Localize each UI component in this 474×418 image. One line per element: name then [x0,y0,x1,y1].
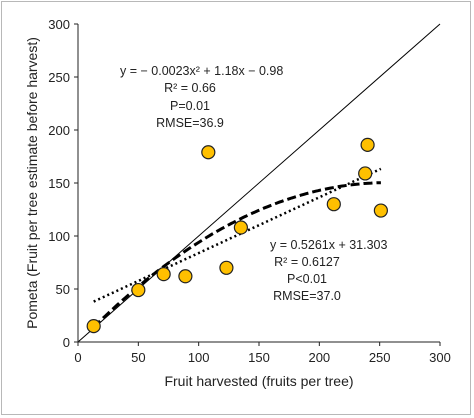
x-tick-label: 50 [131,350,145,365]
data-point [360,137,375,152]
y-tick-label: 50 [56,282,70,297]
linear-p-value: P<0.01 [287,272,327,286]
data-point [233,220,248,235]
linear-rmse: RMSE=37.0 [273,289,341,303]
x-tick-label: 100 [188,350,210,365]
data-point [156,267,171,282]
y-tick-label: 0 [63,335,70,350]
quadratic-trendline [92,181,381,329]
quadratic-equation: y = − 0.0023x² + 1.18x − 0.98 [120,64,283,78]
x-tick-label: 0 [74,350,81,365]
data-point [131,282,146,298]
quadratic-r2: R² = 0.66 [164,81,216,95]
x-tick-label: 300 [429,350,451,365]
y-tick-label: 300 [48,17,70,32]
data-point [86,319,101,334]
x-axis-title: Fruit harvested (fruits per tree) [164,373,353,389]
x-tick-label: 200 [308,350,330,365]
x-tick-label: 250 [369,350,391,365]
linear-trendline [93,167,382,303]
data-point [201,145,216,160]
quadratic-p-value: P=0.01 [170,99,210,113]
linear-r2: R² = 0.6127 [274,255,340,269]
linear-fit-annotation: y = 0.5261x + 31.303 R² = 0.6127 P<0.01 … [270,238,388,303]
y-axis-title: Pometa (Fruit per tree estimate before h… [24,37,40,329]
y-tick-label: 250 [48,70,70,85]
data-point [358,166,373,181]
data-point [178,269,193,284]
data-point [219,260,234,275]
x-tick-label: 150 [248,350,270,365]
quadratic-fit-annotation: y = − 0.0023x² + 1.18x − 0.98 R² = 0.66 … [120,64,283,130]
linear-equation: y = 0.5261x + 31.303 [270,238,388,252]
quadratic-rmse: RMSE=36.9 [156,116,224,130]
data-point [373,203,388,218]
data-point [326,197,341,212]
y-tick-label: 150 [48,176,70,191]
y-tick-label: 100 [48,229,70,244]
y-tick-label: 200 [48,123,70,138]
